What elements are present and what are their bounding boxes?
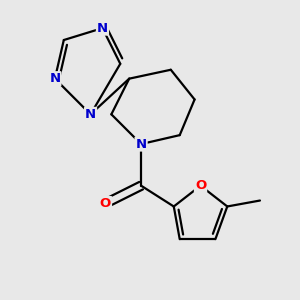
Text: N: N xyxy=(85,108,96,121)
Text: N: N xyxy=(49,72,61,85)
Text: O: O xyxy=(100,197,111,210)
Text: N: N xyxy=(97,22,108,34)
Text: N: N xyxy=(136,138,147,151)
Text: O: O xyxy=(195,179,206,192)
